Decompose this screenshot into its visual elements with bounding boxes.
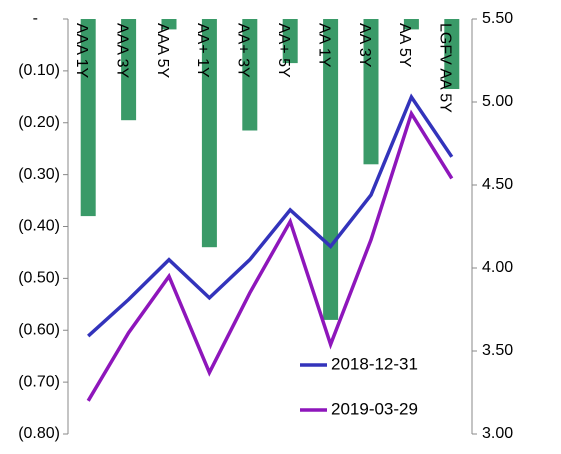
left-tick-label: (0.60) bbox=[18, 321, 60, 338]
bar-10 bbox=[444, 19, 460, 89]
legend-label: 2018-12-31 bbox=[331, 354, 418, 373]
bar-4 bbox=[201, 19, 217, 248]
axes: - (0.10) (0.20) (0.30) (0.40) (0.50) (0.60) (0.… bbox=[18, 10, 513, 442]
left-tick-label: (0.50) bbox=[18, 270, 60, 287]
legend-label: 2019-03-29 bbox=[331, 399, 418, 418]
category-label: AA 5Y bbox=[396, 23, 413, 68]
left-tick-label: (0.20) bbox=[18, 114, 60, 131]
bar-1 bbox=[80, 19, 96, 217]
right-tick-label: 4.00 bbox=[482, 259, 513, 276]
bar-8 bbox=[363, 19, 379, 165]
left-tick-label: (0.30) bbox=[18, 166, 60, 183]
category-labels: AAA 1Y AAA 3Y AAA 5Y AA+ 1Y AA+ 3Y AA+ 5Y AA 1… bbox=[73, 23, 454, 113]
category-label: AAA 1Y bbox=[73, 23, 90, 78]
line-series-1 bbox=[87, 93, 454, 338]
line-series-2 bbox=[86, 109, 454, 402]
left-tick-label: (0.40) bbox=[18, 218, 60, 235]
left-tick-label: - bbox=[33, 10, 38, 27]
right-tick-label: 5.00 bbox=[482, 93, 513, 110]
category-label: AA+ 5Y bbox=[275, 23, 292, 78]
right-tick-label: 3.50 bbox=[482, 342, 513, 359]
left-tick-label: (0.70) bbox=[18, 373, 60, 390]
bar-2 bbox=[121, 19, 137, 121]
category-label: AA 3Y bbox=[356, 23, 373, 68]
line-series bbox=[86, 93, 454, 402]
category-label: AA 1Y bbox=[315, 23, 332, 68]
right-tick-label: 5.50 bbox=[482, 10, 513, 27]
bar-6 bbox=[282, 19, 298, 64]
category-label: AAA 3Y bbox=[113, 23, 130, 78]
right-tick-label: 4.50 bbox=[482, 176, 513, 193]
category-label: AA+ 3Y bbox=[235, 23, 252, 78]
category-label: LGFV AA 5Y bbox=[437, 23, 454, 113]
category-label: AA+ 1Y bbox=[194, 23, 211, 78]
legend: 2018-12-31 2019-03-29 bbox=[300, 354, 418, 418]
category-label: AAA 5Y bbox=[154, 23, 171, 78]
bar-5 bbox=[242, 19, 258, 131]
right-tick-label: 3.00 bbox=[482, 425, 513, 442]
bar-9 bbox=[403, 19, 419, 30]
left-tick-label: (0.10) bbox=[18, 62, 60, 79]
bar-3 bbox=[161, 19, 177, 30]
left-tick-label: (0.80) bbox=[18, 425, 60, 442]
